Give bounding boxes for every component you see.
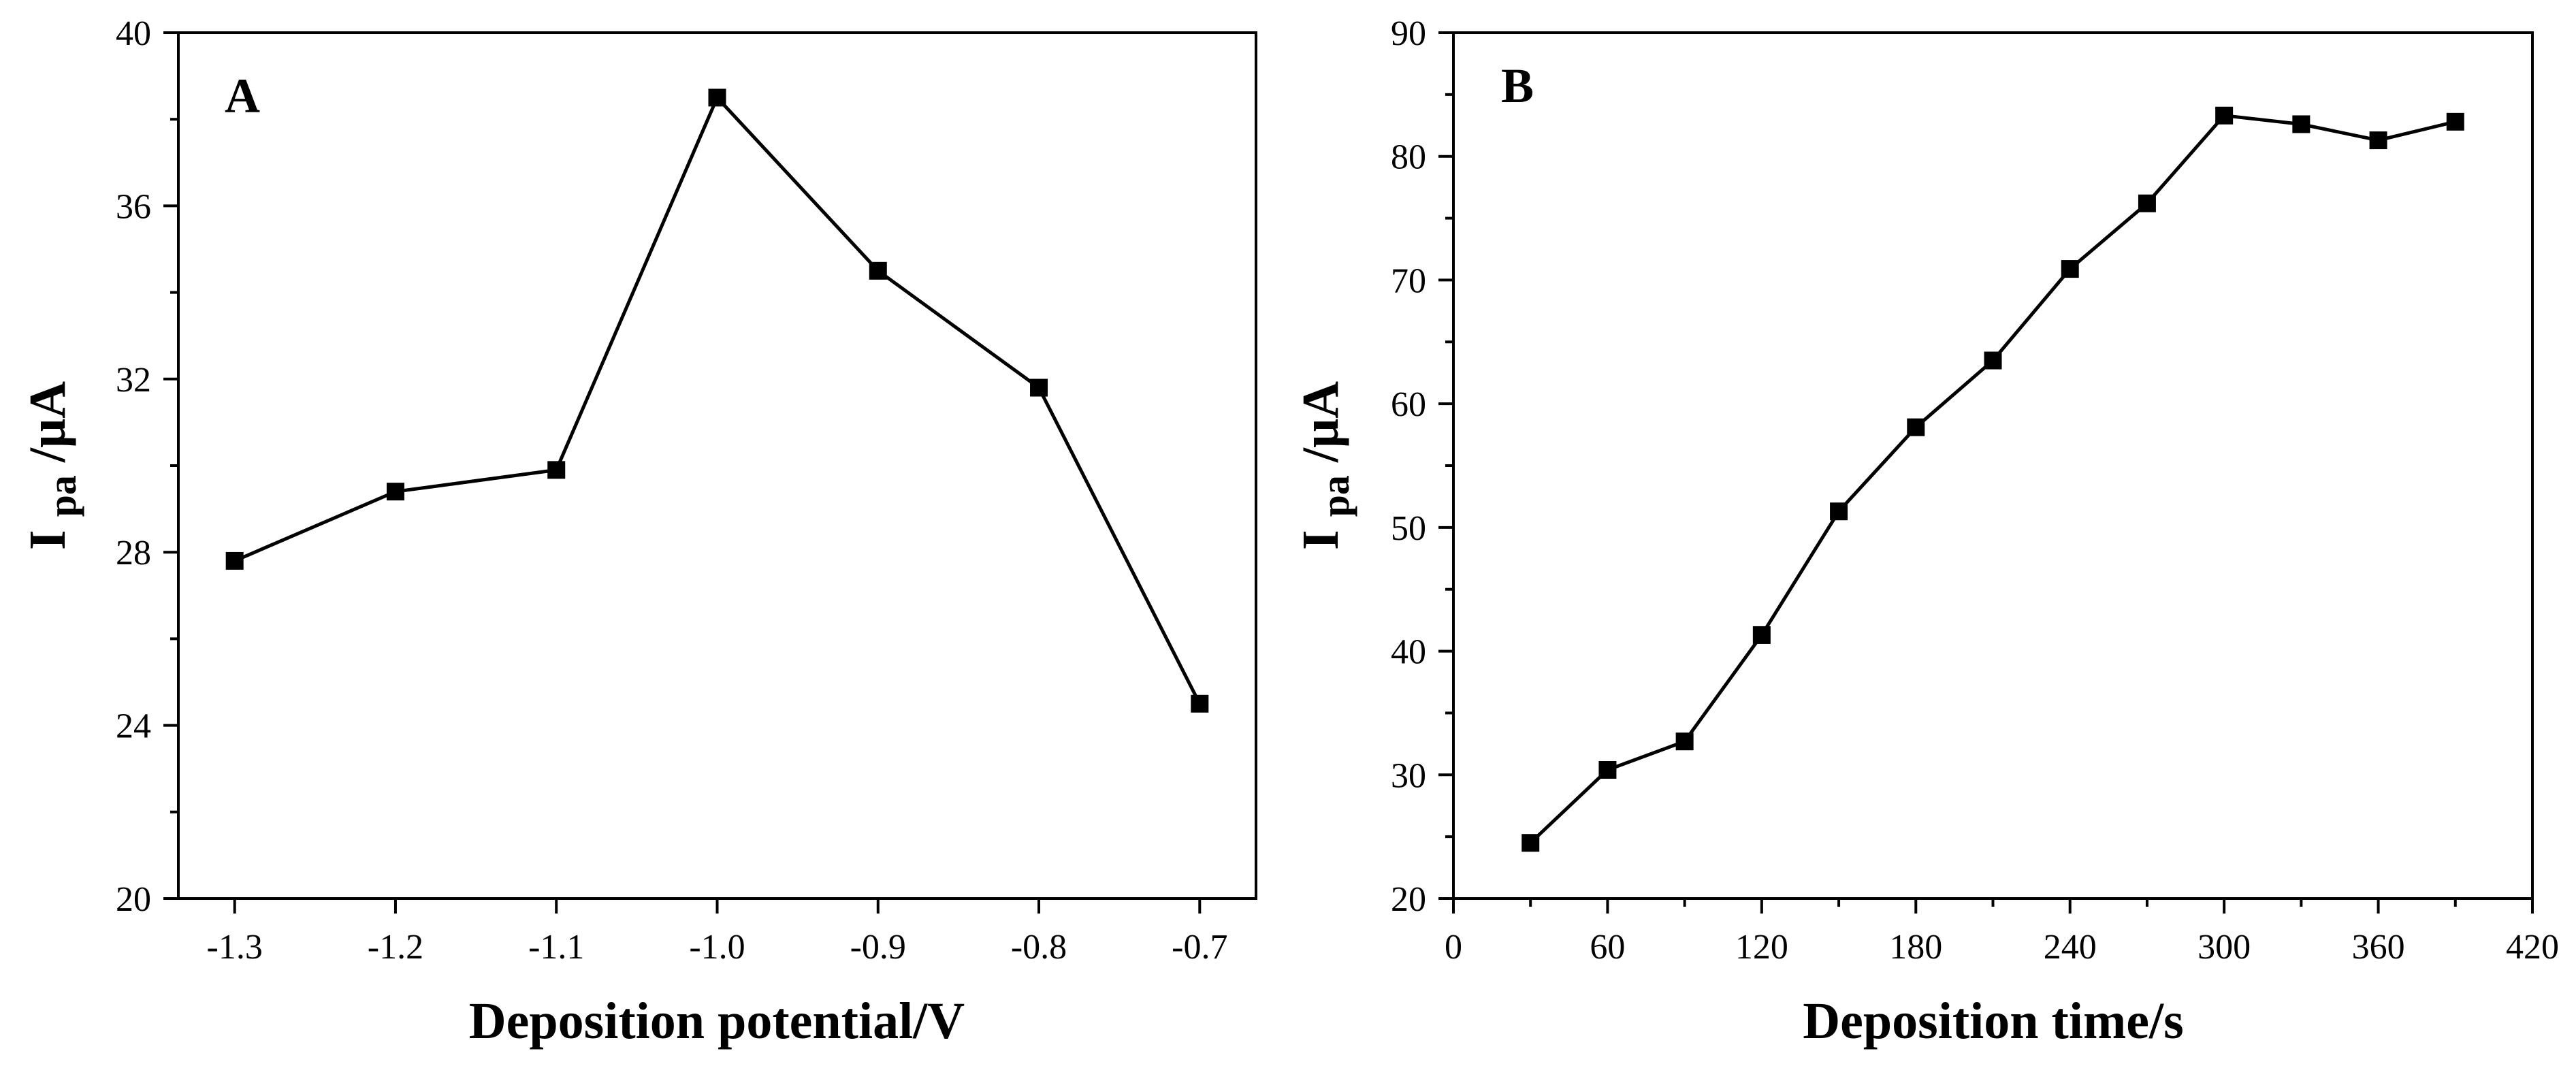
panel-b-y-tick-label: 50 [1391,509,1426,548]
panel-b-y-tick-label: 80 [1391,138,1426,177]
panel-a-x-tick-label: -1.0 [689,928,745,967]
panel-b-data-point [2215,106,2234,125]
panel-b-x-tick-label: 120 [1735,928,1788,967]
panel-b-y-tick-label: 30 [1391,756,1426,795]
panel-b-data-point [1752,626,1771,644]
panel-b-markers [1522,106,2464,852]
panel-a-data-point [1030,378,1048,397]
panel-a-x-tick-label: -1.3 [207,928,263,967]
panel-a-y-tick-label: 32 [116,361,151,400]
panel-b-ticks [1438,31,2534,914]
panel-b-data-point [1984,351,2002,370]
panel-b-y-tick-label: 60 [1391,385,1426,424]
panel-a-markers [225,88,1209,713]
panel-a-y-tick-label: 28 [116,534,151,572]
panel-b-x-tick-label: 60 [1590,928,1625,967]
panel-a-y-tick-label: 24 [116,707,151,746]
panel-b-y-axis-title-main: I [1292,530,1349,550]
panel-b-x-axis-title: Deposition time/s [1803,992,2183,1050]
panel-b-y-tick-label: 20 [1391,880,1426,919]
panel-a-y-tick-label: 20 [116,880,151,919]
panel-b-x-tick-label: 0 [1445,928,1462,967]
panel-b-data-point [1907,418,1925,436]
panel-a-frame [177,31,1257,900]
panel-a-y-tick-label: 40 [116,14,151,53]
panel-b-x-tick-label: 420 [2506,928,2559,967]
panel-b-y-tick-label: 40 [1391,633,1426,672]
panel-b-letter: B [1501,59,1534,113]
panel-b-data-point [1522,834,1540,852]
panel-a-letter: A [225,69,260,123]
panel-a-data-point [225,551,244,570]
panel-b-series-line [1529,114,2456,845]
panel-a-tick-labels: -1.3 -1.2 -1.1 -1.0 -0.9 -0.8 -0.7 20 24 28 32 36 40 [116,14,1227,967]
panel-b-x-tick-label: 300 [2197,928,2251,967]
panel-a-data-point [1191,694,1209,713]
panel-a-y-axis-title-main: I [19,530,76,550]
panel-a-y-axis-title: I pa /μA [19,381,87,550]
panel-a-data-point [869,261,887,280]
panel-a-data-point [708,88,726,107]
panel-b-y-tick-label: 90 [1391,14,1426,53]
panel-a-data-point [386,483,404,501]
panel-a-data-point [547,461,566,479]
panel-b-data-point [1598,761,1617,779]
panel-a-ticks [163,31,1202,914]
panel-a-y-tick-label: 36 [116,187,151,226]
panel-a-x-tick-label: -0.8 [1011,928,1067,967]
panel-a: -1.3 -1.2 -1.1 -1.0 -0.9 -0.8 -0.7 20 24 28 32 36 40… [19,14,1257,1050]
panel-a-y-axis-title-unit: /μA [19,381,76,463]
panel-b-x-tick-label: 360 [2352,928,2405,967]
panel-b-data-point [2369,131,2387,150]
panel-b-x-tick-label: 180 [1889,928,1942,967]
panel-a-x-tick-label: -0.7 [1172,928,1227,967]
panel-a-x-tick-label: -1.1 [528,928,584,967]
panel-b-tick-labels: 0 60 120 180 240 300 360 420 20 30 40 50 60 70 80 90 [1391,14,2559,967]
panel-b-data-point [2292,115,2311,133]
panel-a-x-tick-label: -0.9 [850,928,906,967]
panel-b-y-axis-title: I pa /μA [1292,381,1360,550]
panel-b-y-axis-title-unit: /μA [1292,381,1349,463]
panel-a-x-tick-label: -1.2 [368,928,423,967]
panel-b-data-point [1830,502,1848,521]
panel-a-y-axis-title-sub: pa [40,475,84,517]
panel-b-data-point [2446,112,2464,131]
panel-a-x-axis-title: Deposition potential/V [469,992,965,1050]
panel-b-data-point [2138,194,2156,212]
panel-b-data-point [2061,260,2079,278]
panel-b-y-axis-title-sub: pa [1313,475,1357,517]
panel-b-y-tick-label: 70 [1391,261,1426,300]
panel-b-x-tick-label: 240 [2044,928,2097,967]
panel-a-series-line [234,94,1202,705]
panel-b-data-point [1675,732,1694,751]
